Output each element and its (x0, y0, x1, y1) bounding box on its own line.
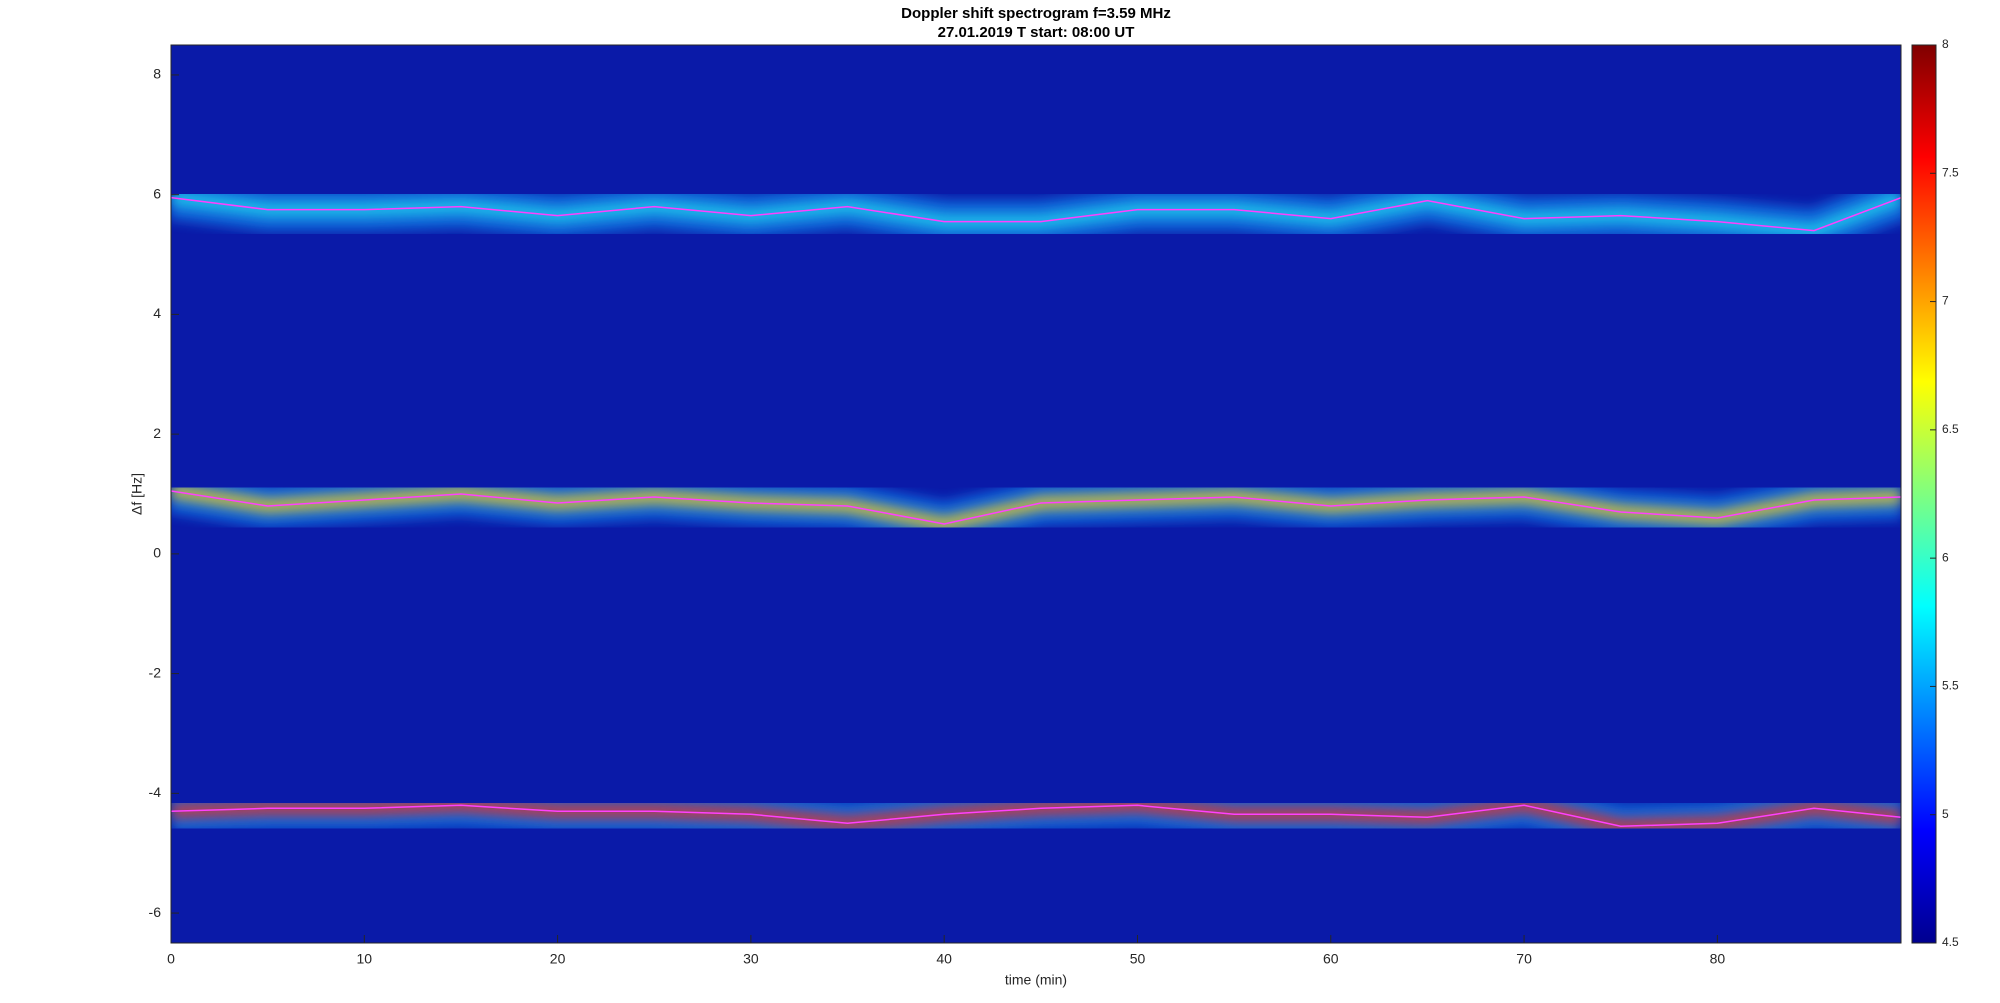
y-tick-label: 0 (153, 545, 161, 561)
colorbar-tick-label: 6 (1942, 550, 1949, 564)
x-tick-label: 40 (936, 951, 952, 967)
colorbar-tick-label: 5.5 (1942, 679, 1959, 693)
chart-title: Doppler shift spectrogram f=3.59 MHz (901, 5, 1171, 22)
colorbar-tick-label: 7 (1942, 294, 1949, 308)
x-axis-label: time (min) (1005, 972, 1067, 988)
x-tick-label: 20 (550, 951, 566, 967)
colorbar-tick-label: 5 (1942, 807, 1949, 821)
y-tick-label: 2 (153, 425, 161, 441)
x-tick-label: 50 (1130, 951, 1146, 967)
colorbar-tick-label: 7.5 (1942, 165, 1959, 179)
plot-area (171, 175, 1901, 849)
doppler-trace (171, 196, 1901, 232)
colorbar-tick-label: 8 (1942, 37, 1949, 51)
y-tick-label: -2 (149, 664, 162, 680)
colorbar-tick-label: 4.5 (1942, 935, 1959, 949)
y-tick-label: 6 (153, 185, 161, 201)
x-tick-label: 30 (743, 951, 759, 967)
chart-subtitle: 27.01.2019 T start: 08:00 UT (938, 24, 1135, 41)
doppler-trace (171, 490, 1901, 525)
x-tick-label: 0 (167, 951, 175, 967)
y-axis-label: Δf [Hz] (129, 473, 145, 515)
colorbar (1911, 44, 1937, 944)
x-tick-label: 80 (1710, 951, 1726, 967)
x-tick-label: 60 (1323, 951, 1339, 967)
doppler-trace (171, 804, 1901, 828)
y-tick-label: 4 (153, 305, 161, 321)
plot-frame (170, 44, 1902, 944)
x-tick-label: 10 (357, 951, 373, 967)
y-tick-label: -4 (149, 784, 162, 800)
y-tick-label: -6 (149, 904, 162, 920)
x-tick-label: 70 (1516, 951, 1532, 967)
colorbar-tick-label: 6.5 (1942, 422, 1959, 436)
y-tick-label: 8 (153, 66, 161, 82)
